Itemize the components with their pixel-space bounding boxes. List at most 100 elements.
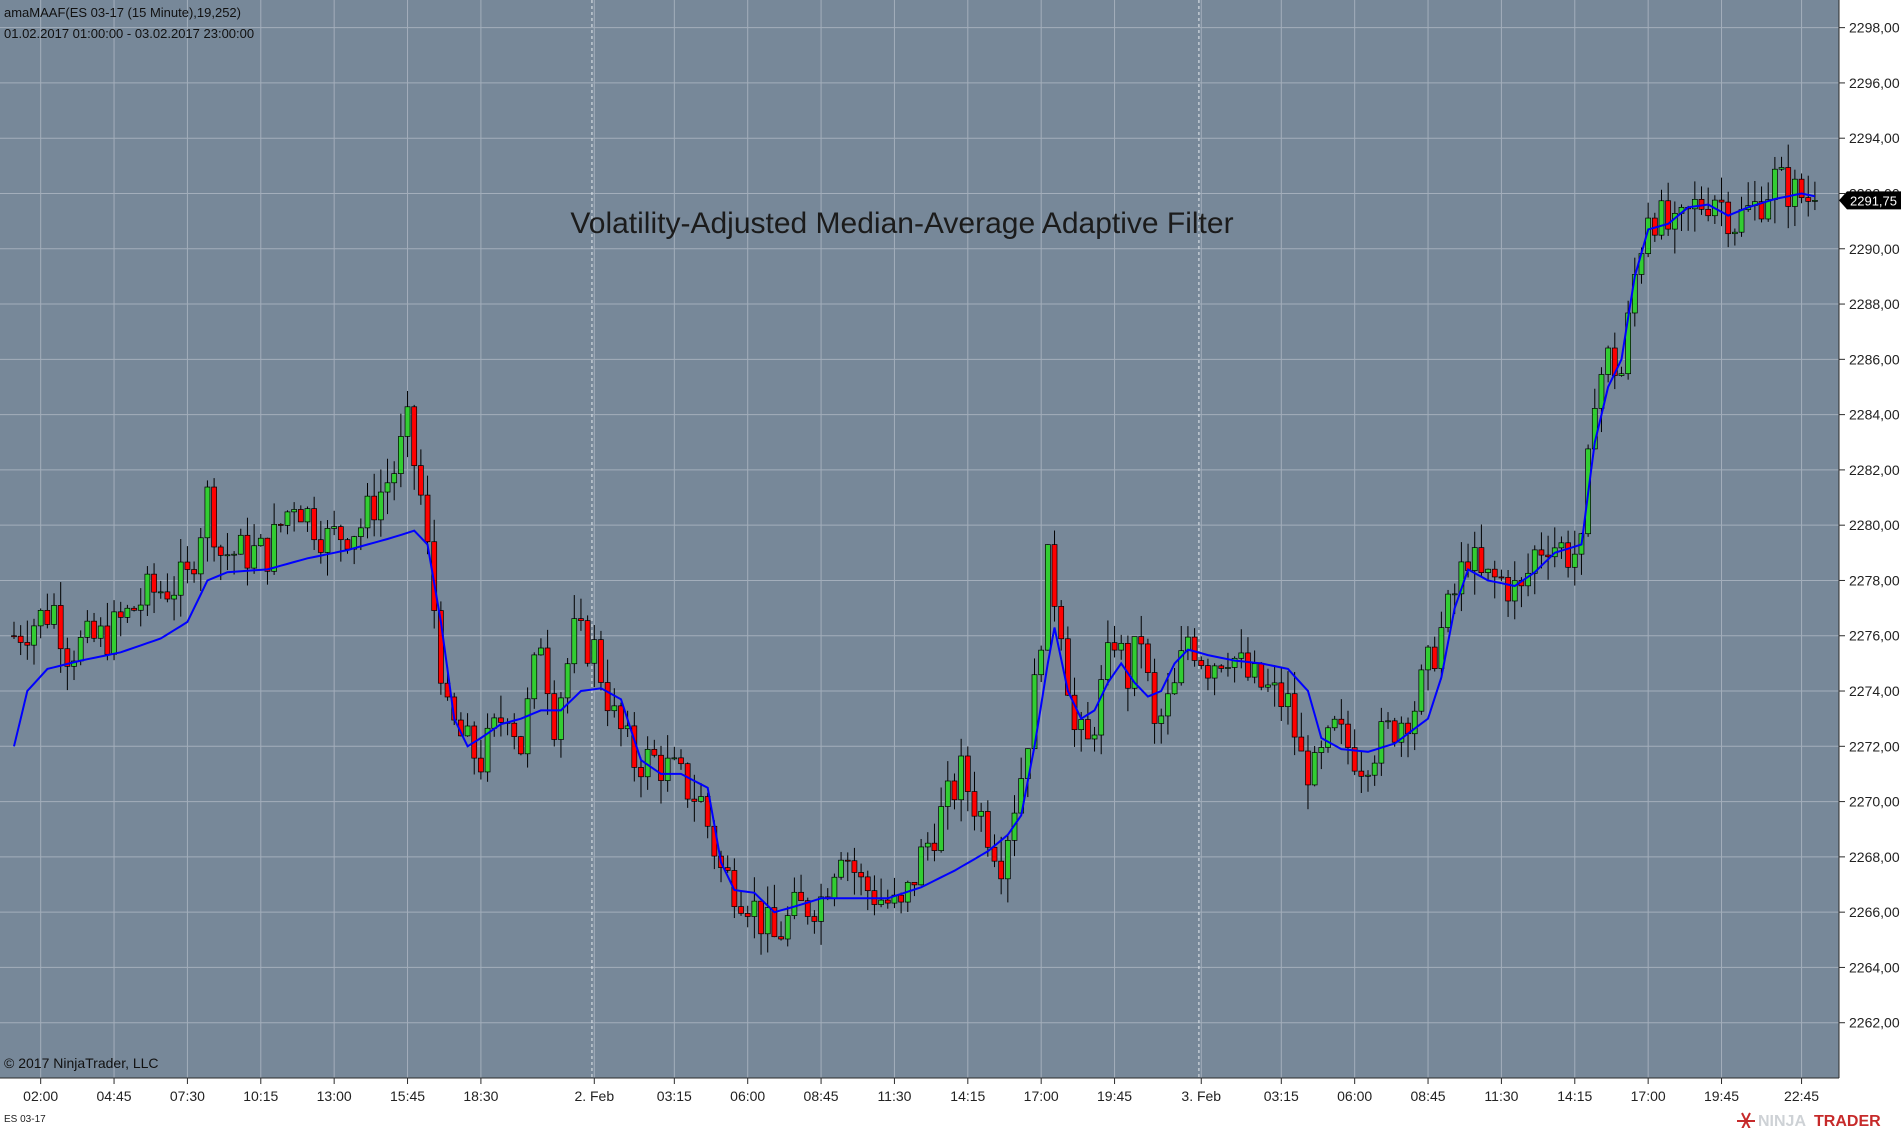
candle-up[interactable] <box>251 545 257 569</box>
candle-up[interactable] <box>1318 747 1325 753</box>
candle-down[interactable] <box>638 767 644 778</box>
candle-down[interactable] <box>104 625 111 655</box>
candle-down[interactable] <box>1305 750 1311 786</box>
candle-down[interactable] <box>778 936 784 940</box>
candle-up[interactable] <box>224 554 231 557</box>
candle-up[interactable] <box>177 561 184 596</box>
candle-down[interactable] <box>1565 542 1571 568</box>
candle-up[interactable] <box>1511 580 1518 602</box>
candle-up[interactable] <box>157 591 164 594</box>
candle-down[interactable] <box>1291 693 1298 738</box>
candle-down[interactable] <box>44 610 51 625</box>
candle-up[interactable] <box>1231 657 1238 668</box>
candle-up[interactable] <box>1165 693 1171 717</box>
candle-down[interactable] <box>1051 544 1058 607</box>
candle-down[interactable] <box>317 539 324 553</box>
candle-down[interactable] <box>544 647 551 695</box>
candle-down[interactable] <box>1071 694 1078 731</box>
candle-up[interactable] <box>398 436 404 474</box>
candle-down[interactable] <box>117 611 124 618</box>
candle-up[interactable] <box>818 896 824 922</box>
candle-up[interactable] <box>611 705 618 712</box>
candle-up[interactable] <box>1732 231 1738 235</box>
candle-up[interactable] <box>1225 667 1231 669</box>
candle-up[interactable] <box>1371 762 1378 776</box>
candle-up[interactable] <box>324 528 331 553</box>
candle-up[interactable] <box>1778 167 1785 170</box>
candle-down[interactable] <box>217 546 224 556</box>
candle-up[interactable] <box>1438 627 1445 669</box>
candle-down[interactable] <box>771 907 778 938</box>
candle-up[interactable] <box>197 537 204 575</box>
candle-up[interactable] <box>1044 544 1051 651</box>
candle-down[interactable] <box>131 607 137 611</box>
candle-up[interactable] <box>124 607 131 618</box>
candle-up[interactable] <box>1178 650 1185 684</box>
candle-up[interactable] <box>1445 593 1451 628</box>
candle-up[interactable] <box>1571 553 1578 568</box>
candle-down[interactable] <box>951 780 958 801</box>
candle-down[interactable] <box>424 494 431 543</box>
candle-up[interactable] <box>304 508 311 523</box>
time-axis[interactable]: 02:00 04:45 07:30 10:15 13:00 15:45 18:30 2. Fe… <box>23 1078 1819 1104</box>
candle-down[interactable] <box>744 913 751 917</box>
candle-down[interactable] <box>1145 643 1151 673</box>
candle-down[interactable] <box>1718 199 1725 203</box>
candle-up[interactable] <box>791 891 798 916</box>
candle-up[interactable] <box>137 604 144 611</box>
candle-up[interactable] <box>664 757 671 781</box>
candle-down[interactable] <box>804 900 811 917</box>
candle-down[interactable] <box>658 754 664 781</box>
candle-down[interactable] <box>964 755 971 792</box>
candle-up[interactable] <box>484 727 491 773</box>
candle-up[interactable] <box>1618 373 1625 376</box>
candle-up[interactable] <box>924 842 931 848</box>
candle-down[interactable] <box>151 573 157 593</box>
candle-down[interactable] <box>738 906 744 914</box>
candle-up[interactable] <box>144 573 151 606</box>
candle-up[interactable] <box>1418 669 1425 712</box>
candle-down[interactable] <box>191 569 197 575</box>
candle-up[interactable] <box>958 755 964 801</box>
candle-down[interactable] <box>1391 720 1398 743</box>
candle-up[interactable] <box>1738 209 1745 233</box>
candle-down[interactable] <box>277 524 284 526</box>
candle-up[interactable] <box>1411 710 1418 735</box>
candle-down[interactable] <box>604 682 611 712</box>
candle-up[interactable] <box>1765 199 1772 220</box>
candle-up[interactable] <box>531 654 538 700</box>
candle-down[interactable] <box>758 900 764 935</box>
candle-up[interactable] <box>391 473 398 484</box>
candle-down[interactable] <box>498 717 504 723</box>
candle-down[interactable] <box>998 860 1005 880</box>
candle-up[interactable] <box>1004 840 1011 880</box>
candle-up[interactable] <box>571 618 578 665</box>
candle-up[interactable] <box>1171 682 1178 695</box>
candle-down[interactable] <box>371 495 378 521</box>
candle-down[interactable] <box>518 736 524 755</box>
candle-down[interactable] <box>1111 642 1118 651</box>
candle-down[interactable] <box>1345 723 1351 748</box>
candle-up[interactable] <box>31 625 37 646</box>
candle-down[interactable] <box>1125 642 1131 689</box>
candle-down[interactable] <box>971 791 978 817</box>
candle-down[interactable] <box>864 876 871 892</box>
candle-up[interactable] <box>524 698 531 755</box>
candle-up[interactable] <box>1331 718 1338 729</box>
candle-down[interactable] <box>551 693 558 740</box>
candle-up[interactable] <box>1078 719 1085 731</box>
candle-down[interactable] <box>811 916 818 922</box>
candle-down[interactable] <box>478 757 484 773</box>
candle-down[interactable] <box>164 591 171 600</box>
candle-up[interactable] <box>1271 682 1278 686</box>
candle-up[interactable] <box>1451 593 1458 596</box>
candle-down[interactable] <box>618 705 624 730</box>
candle-down[interactable] <box>337 526 344 541</box>
candle-up[interactable] <box>1105 642 1111 680</box>
candle-up[interactable] <box>378 491 384 521</box>
candle-down[interactable] <box>984 811 991 848</box>
candle-up[interactable] <box>838 859 844 878</box>
candle-down[interactable] <box>1798 178 1805 198</box>
candle-up[interactable] <box>1385 720 1391 723</box>
candle-down[interactable] <box>1491 568 1498 578</box>
